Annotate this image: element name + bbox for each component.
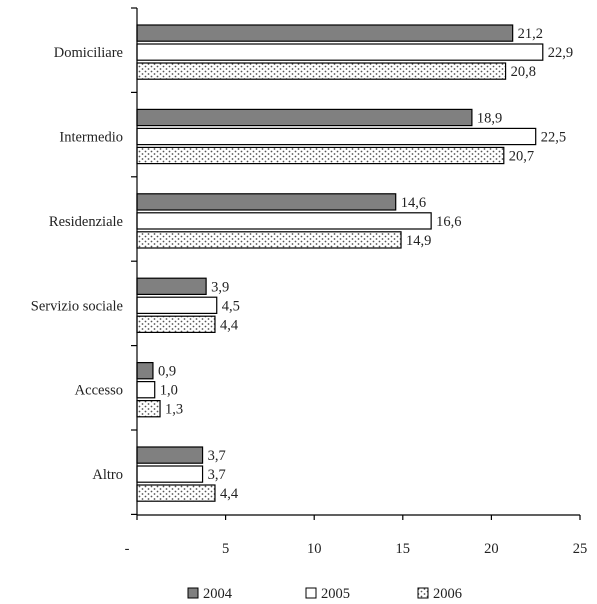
value-label: 3,7 <box>208 448 226 464</box>
bar-2004-accesso <box>136 362 154 380</box>
x-tick-label: - <box>125 541 130 557</box>
value-label: 4,4 <box>220 317 239 333</box>
value-label: 20,8 <box>511 64 536 80</box>
bar-2004-residenziale <box>136 193 397 211</box>
bar-2006-servizio-sociale <box>136 315 216 334</box>
y-axis: Domiciliare Intermedio Residenziale Servizi… <box>31 7 138 516</box>
bar-2006-intermedio <box>136 146 505 165</box>
bar-2006-domiciliare <box>136 62 507 80</box>
category-label: Altro <box>92 467 123 483</box>
value-label: 4,4 <box>220 486 239 502</box>
legend-swatch-2006 <box>417 587 429 599</box>
bar-2005-accesso <box>136 381 156 399</box>
category-label: Servizio sociale <box>31 298 123 314</box>
bar-2004-intermedio <box>136 108 473 127</box>
x-tick-label: 5 <box>222 541 229 557</box>
value-label: 20,7 <box>509 149 534 165</box>
x-tick-label: 20 <box>484 541 499 557</box>
legend-label-2006: 2006 <box>433 586 462 602</box>
category-label: Residenziale <box>49 214 123 230</box>
value-label: 14,9 <box>406 233 431 249</box>
bar-2006-accesso <box>136 400 161 418</box>
legend-label-2004: 2004 <box>203 586 233 602</box>
bar-2004-servizio-sociale <box>136 277 207 296</box>
bar-2004-domiciliare <box>136 24 514 42</box>
x-tick-label: 10 <box>307 541 322 557</box>
value-label: 21,2 <box>518 26 543 42</box>
bars-layer <box>136 24 544 502</box>
bar-2005-intermedio <box>136 127 537 146</box>
category-label: Intermedio <box>59 130 123 146</box>
value-label: 1,3 <box>165 402 183 418</box>
bar-2005-residenziale <box>136 212 432 230</box>
value-label: 0,9 <box>158 364 176 380</box>
category-label: Accesso <box>75 383 123 399</box>
value-label: 14,6 <box>401 195 426 211</box>
value-labels-layer: 21,2 22,9 20,8 18,9 22,5 20,7 14,6 16,6 14,9 3,9 4… <box>158 26 573 502</box>
bar-2006-altro <box>136 484 216 502</box>
value-label: 1,0 <box>160 383 178 399</box>
value-label: 4,5 <box>222 298 240 314</box>
value-label: 16,6 <box>436 214 461 230</box>
legend-label-2005: 2005 <box>321 586 350 602</box>
value-label: 3,9 <box>211 279 229 295</box>
legend-swatch-2005 <box>305 587 317 599</box>
value-label: 18,9 <box>477 111 502 127</box>
x-tick-label: 15 <box>396 541 411 557</box>
bar-2005-altro <box>136 465 204 483</box>
legend: 2004 2005 2006 <box>187 586 462 602</box>
bar-2004-altro <box>136 446 204 464</box>
x-axis: - 5 10 15 20 25 <box>125 514 588 557</box>
value-label: 22,5 <box>541 130 566 146</box>
value-label: 22,9 <box>548 45 573 61</box>
bar-2005-servizio-sociale <box>136 296 218 315</box>
category-label: Domiciliare <box>54 45 123 61</box>
x-tick-label: 25 <box>573 541 588 557</box>
legend-swatch-2004 <box>187 587 199 599</box>
value-label: 3,7 <box>208 467 226 483</box>
bar-2005-domiciliare <box>136 43 544 61</box>
bar-2006-residenziale <box>136 231 402 249</box>
